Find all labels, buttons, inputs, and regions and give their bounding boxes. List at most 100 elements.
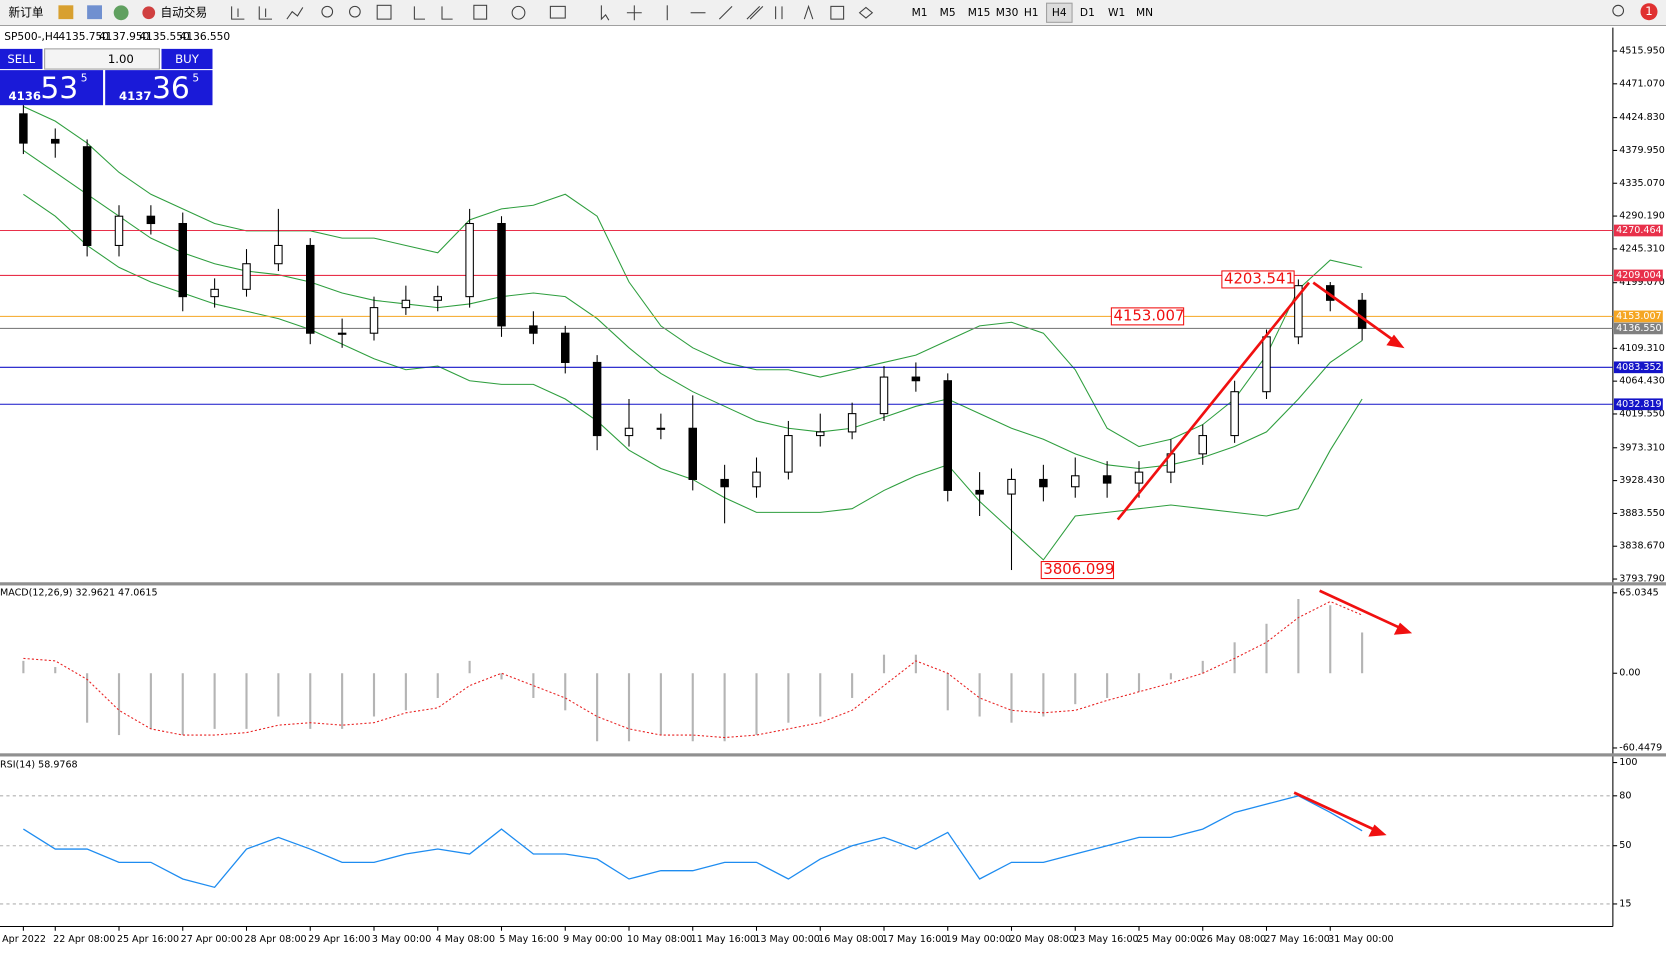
sell-button[interactable] bbox=[0, 48, 43, 70]
candle-body bbox=[879, 376, 889, 415]
timeframe-button[interactable]: W1 bbox=[1108, 6, 1125, 19]
toolbar: 新订单 自动交易 bbox=[0, 0, 1666, 27]
timeframe-button[interactable]: M15 bbox=[968, 6, 991, 19]
icon[interactable] bbox=[830, 5, 845, 20]
ohlc-value: 4135.750 bbox=[58, 30, 109, 43]
buy-button[interactable] bbox=[161, 48, 213, 70]
arrow-head bbox=[1386, 334, 1405, 349]
icon[interactable] bbox=[803, 4, 814, 20]
x-tick-label: 4 May 08:00 bbox=[436, 934, 495, 945]
price-annotation: 4203.541 bbox=[1224, 269, 1295, 287]
y-tick-label: 3928.430 bbox=[1619, 475, 1665, 486]
sell-label[interactable]: SELL bbox=[7, 52, 35, 66]
timeframe-button[interactable]: M30 bbox=[996, 6, 1019, 19]
notification-count: 1 bbox=[1645, 4, 1652, 18]
arrow-head bbox=[1393, 622, 1413, 635]
icon[interactable] bbox=[113, 5, 129, 21]
candle-body bbox=[82, 146, 92, 246]
candle-body bbox=[847, 413, 857, 433]
new-order-button[interactable]: 新订单 bbox=[9, 5, 44, 19]
trend-arrow bbox=[1312, 281, 1397, 344]
macd-signal bbox=[23, 600, 1363, 739]
icon[interactable] bbox=[600, 5, 610, 21]
candle-body bbox=[561, 332, 570, 363]
auto-trading-button[interactable]: 自动交易 bbox=[160, 5, 207, 19]
icon[interactable] bbox=[718, 5, 733, 20]
x-tick-label: 26 May 08:00 bbox=[1201, 934, 1266, 945]
icon[interactable] bbox=[349, 5, 361, 18]
candle-body bbox=[465, 222, 474, 298]
lot-input[interactable] bbox=[44, 48, 160, 70]
icon[interactable] bbox=[413, 6, 425, 20]
icon[interactable] bbox=[858, 6, 874, 19]
icon[interactable] bbox=[775, 6, 783, 20]
icon[interactable] bbox=[376, 4, 392, 20]
icon[interactable] bbox=[549, 5, 566, 19]
timeframe-button[interactable]: H4 bbox=[1052, 6, 1067, 19]
icon[interactable] bbox=[87, 5, 102, 20]
y-tick-label: 3793.790 bbox=[1619, 574, 1665, 585]
search-icon[interactable] bbox=[1612, 4, 1625, 17]
candle-body bbox=[688, 427, 697, 480]
candle-body bbox=[975, 489, 984, 495]
sell-price-box[interactable] bbox=[0, 70, 104, 106]
y-tick-label: -60.4479 bbox=[1619, 742, 1662, 753]
y-tick-label: 3883.550 bbox=[1619, 508, 1665, 519]
candle-body bbox=[1198, 435, 1207, 455]
auto-trade-icon[interactable] bbox=[142, 6, 156, 20]
sell-price-big: 4136 bbox=[9, 89, 42, 103]
icon[interactable] bbox=[511, 5, 526, 20]
icon[interactable] bbox=[258, 6, 272, 20]
candle-body bbox=[242, 263, 251, 290]
candle-body bbox=[146, 215, 156, 225]
candle-body bbox=[911, 376, 921, 382]
x-tick-label: 23 May 16:00 bbox=[1073, 934, 1138, 945]
candle-body bbox=[720, 478, 729, 488]
candle-body bbox=[433, 296, 442, 301]
indicator-label: MACD(12,26,9) 32.9621 47.0615 bbox=[0, 587, 158, 598]
notification-badge[interactable] bbox=[1640, 3, 1658, 21]
buy-price-point: 5 bbox=[192, 72, 199, 85]
price-level-label: 4083.352 bbox=[1616, 362, 1662, 373]
lot-value[interactable]: 1.00 bbox=[108, 52, 134, 66]
icon[interactable] bbox=[321, 5, 334, 18]
candle-body bbox=[51, 138, 60, 144]
x-tick-label: 11 May 16:00 bbox=[691, 934, 756, 945]
price-level-tag bbox=[1613, 269, 1663, 282]
icon[interactable] bbox=[441, 6, 453, 20]
ohlc-value: 4135.550 bbox=[139, 30, 190, 43]
y-tick-label: 4471.070 bbox=[1619, 78, 1665, 89]
y-tick-label: 4515.950 bbox=[1619, 45, 1665, 56]
candle-body bbox=[1102, 475, 1112, 484]
price-level-tag bbox=[1613, 361, 1663, 374]
icon[interactable] bbox=[746, 5, 764, 20]
price-level-label: 4153.007 bbox=[1616, 311, 1662, 322]
icon[interactable] bbox=[626, 5, 642, 21]
timeframe-button[interactable]: MN bbox=[1136, 6, 1153, 19]
icon[interactable] bbox=[231, 6, 245, 20]
candle-body bbox=[178, 222, 187, 298]
candle-body bbox=[1007, 478, 1016, 495]
icon[interactable] bbox=[473, 4, 488, 20]
candle-body bbox=[624, 427, 634, 437]
x-tick-label: Apr 2022 bbox=[2, 934, 46, 945]
y-tick-label: 4379.950 bbox=[1619, 145, 1665, 156]
candle-body bbox=[274, 244, 283, 265]
icon[interactable] bbox=[58, 5, 74, 20]
y-tick-label: 0.00 bbox=[1619, 668, 1640, 679]
pane-separator bbox=[0, 582, 1666, 586]
trend-arrow bbox=[1293, 791, 1378, 833]
candle-body bbox=[1071, 475, 1080, 488]
timeframe-button[interactable]: M1 bbox=[912, 6, 928, 19]
trend-arrow bbox=[1116, 281, 1311, 521]
timeframe-button[interactable]: D1 bbox=[1080, 6, 1095, 19]
price-annotation-box bbox=[1110, 307, 1185, 326]
icon[interactable] bbox=[286, 7, 304, 20]
y-tick-label: 3973.310 bbox=[1619, 442, 1665, 453]
timeframe-button[interactable]: H1 bbox=[1024, 6, 1039, 19]
y-tick-label: 4290.190 bbox=[1619, 211, 1665, 222]
buy-label[interactable]: BUY bbox=[175, 52, 200, 66]
timeframe-button[interactable]: M5 bbox=[940, 6, 956, 19]
buy-price-box[interactable] bbox=[105, 70, 213, 106]
